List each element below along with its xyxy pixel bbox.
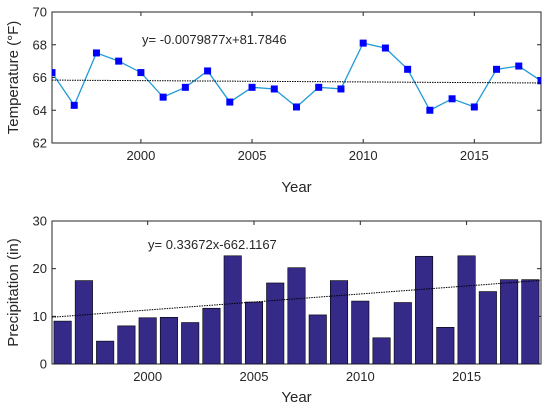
temperature-y-tick-label: 68	[33, 37, 47, 52]
temperature-data-point	[204, 67, 212, 75]
precipitation-chart: 0 10 20 30 2000 2005 2010 2015 y= 0.33672x-662.1…	[5, 214, 542, 406]
temperature-data-point	[70, 101, 78, 109]
temperature-y-axis-label: Temperature (°F)	[5, 21, 22, 135]
precipitation-bar	[159, 316, 178, 364]
precipitation-y-tick-label: 30	[33, 214, 47, 229]
temperature-y-tick-label: 66	[33, 70, 47, 85]
precipitation-equation: y= 0.33672x-662.1167	[148, 237, 277, 252]
temperature-data-point	[337, 85, 345, 93]
temperature-data-point	[181, 83, 189, 91]
precipitation-bar	[308, 314, 327, 364]
precipitation-y-tick-label: 0	[40, 357, 47, 372]
precipitation-data-layer	[52, 255, 541, 364]
temperature-data-point	[537, 77, 541, 85]
temperature-trend-line	[52, 79, 541, 84]
precipitation-bar	[96, 340, 115, 364]
temperature-data-point	[426, 106, 434, 114]
temperature-data-point	[404, 65, 412, 73]
temperature-data-point	[293, 103, 300, 111]
precipitation-bar	[521, 279, 540, 364]
temperature-data-point	[92, 49, 100, 57]
temperature-data-point	[515, 62, 523, 70]
temperature-data-point	[315, 83, 323, 91]
precipitation-x-tick-label: 2005	[240, 369, 269, 384]
precipitation-bar	[223, 255, 242, 364]
precipitation-bar	[457, 255, 476, 364]
precipitation-y-tick-label: 10	[33, 309, 47, 324]
precipitation-bar	[74, 280, 93, 364]
temperature-data-point	[137, 69, 145, 77]
precipitation-bar	[138, 317, 157, 364]
temperature-data-point	[115, 57, 123, 65]
precipitation-bar	[53, 320, 72, 364]
temperature-x-tick-label: 2005	[238, 148, 267, 163]
temperature-data-point	[493, 65, 501, 73]
precipitation-bar	[415, 255, 434, 364]
precipitation-bar	[351, 300, 370, 364]
temperature-y-tick-label: 62	[33, 136, 47, 151]
temperature-y-tick-label: 64	[33, 103, 47, 118]
temperature-y-tick-label: 70	[33, 5, 47, 20]
precipitation-bar	[436, 326, 455, 364]
precipitation-bar	[266, 282, 285, 364]
precipitation-x-axis-label: Year	[281, 389, 311, 406]
precipitation-x-tick-label: 2000	[133, 369, 162, 384]
temperature-chart: 62 64 66 68 70 2000 2005 2010 2015 y= -0.0079877x…	[5, 5, 542, 196]
temperature-data-point	[52, 69, 56, 77]
precipitation-x-tick-label: 2010	[346, 369, 375, 384]
precipitation-bar	[244, 301, 263, 364]
precipitation-y-axis-label: Precipitation (in)	[5, 238, 22, 346]
temperature-x-tick-label: 2010	[349, 148, 378, 163]
temperature-data-point	[270, 85, 278, 93]
temperature-x-axis-label: Year	[281, 179, 311, 196]
precipitation-bar	[478, 291, 497, 364]
temperature-data-point	[226, 98, 234, 106]
precipitation-x-tick-label: 2015	[452, 369, 481, 384]
temperature-data-point	[448, 95, 456, 103]
precipitation-bar	[202, 307, 221, 364]
precipitation-bar	[500, 279, 519, 364]
temperature-data-point	[381, 44, 389, 52]
temperature-x-tick-label: 2015	[460, 148, 489, 163]
precipitation-bar	[181, 322, 200, 364]
precipitation-bar	[117, 325, 136, 364]
precipitation-bar	[393, 302, 412, 364]
precipitation-trend-line	[52, 279, 541, 318]
temperature-data-point	[159, 93, 167, 101]
temperature-plot-area	[51, 11, 542, 144]
precipitation-bar	[330, 280, 349, 364]
precipitation-bar	[372, 337, 391, 364]
temperature-x-tick-label: 2000	[126, 148, 155, 163]
temperature-data-point	[248, 83, 256, 91]
precipitation-bar	[287, 267, 306, 364]
temperature-data-point	[359, 39, 367, 47]
temperature-equation: y= -0.0079877x+81.7846	[142, 32, 287, 47]
temperature-data-point	[470, 103, 478, 111]
precipitation-y-tick-label: 20	[33, 261, 47, 276]
temperature-data-layer	[52, 39, 541, 114]
